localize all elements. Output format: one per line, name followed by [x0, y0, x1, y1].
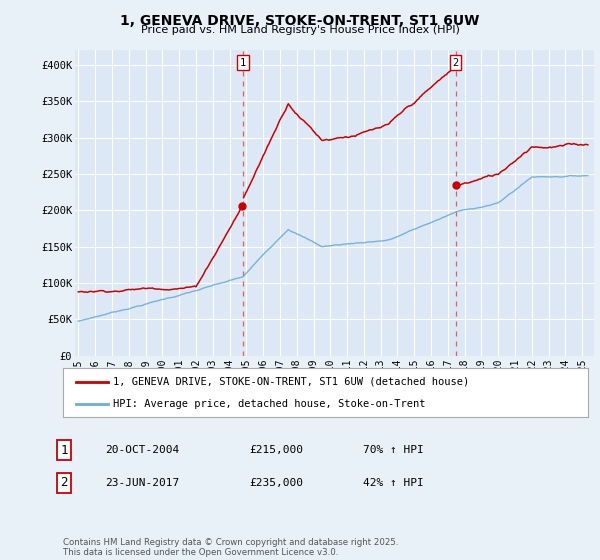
Text: 23-JUN-2017: 23-JUN-2017	[105, 478, 179, 488]
Text: Price paid vs. HM Land Registry's House Price Index (HPI): Price paid vs. HM Land Registry's House …	[140, 25, 460, 35]
Text: 1, GENEVA DRIVE, STOKE-ON-TRENT, ST1 6UW (detached house): 1, GENEVA DRIVE, STOKE-ON-TRENT, ST1 6UW…	[113, 377, 469, 387]
Text: 1: 1	[61, 444, 68, 457]
Text: 20-OCT-2004: 20-OCT-2004	[105, 445, 179, 455]
Text: 1: 1	[239, 58, 246, 68]
Text: 2: 2	[452, 58, 459, 68]
Text: HPI: Average price, detached house, Stoke-on-Trent: HPI: Average price, detached house, Stok…	[113, 399, 425, 409]
Text: 42% ↑ HPI: 42% ↑ HPI	[363, 478, 424, 488]
Text: £215,000: £215,000	[249, 445, 303, 455]
Text: £235,000: £235,000	[249, 478, 303, 488]
Text: 2: 2	[61, 476, 68, 489]
Text: Contains HM Land Registry data © Crown copyright and database right 2025.
This d: Contains HM Land Registry data © Crown c…	[63, 538, 398, 557]
Text: 1, GENEVA DRIVE, STOKE-ON-TRENT, ST1 6UW: 1, GENEVA DRIVE, STOKE-ON-TRENT, ST1 6UW	[121, 14, 479, 28]
Text: 70% ↑ HPI: 70% ↑ HPI	[363, 445, 424, 455]
